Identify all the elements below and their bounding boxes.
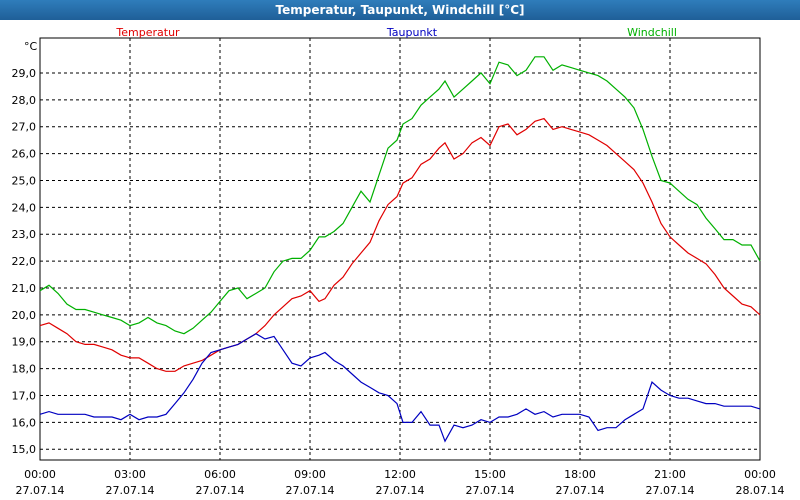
- y-axis-unit-label: °C: [24, 40, 38, 53]
- x-tick-time-label: 06:00: [204, 468, 236, 481]
- y-tick-label: 24,0: [12, 201, 37, 214]
- y-tick-label: 18,0: [12, 363, 37, 376]
- axes: °C: [24, 37, 761, 461]
- y-tick-label: 15,0: [12, 443, 37, 456]
- x-tick-date-label: 27.07.14: [466, 484, 515, 497]
- y-tick-label: 26,0: [12, 148, 37, 161]
- x-tick-date-label: 27.07.14: [196, 484, 245, 497]
- x-tick-time-label: 18:00: [564, 468, 596, 481]
- y-tick-label: 21,0: [12, 282, 37, 295]
- grid-lines: [40, 38, 760, 460]
- x-tick-time-label: 09:00: [294, 468, 326, 481]
- legend: Temperatur Taupunkt Windchill: [115, 26, 677, 39]
- chart-title: Temperatur, Taupunkt, Windchill [°C]: [0, 0, 800, 20]
- x-tick-time-label: 00:00: [744, 468, 776, 481]
- x-tick-time-label: 03:00: [114, 468, 146, 481]
- x-tick-date-label: 27.07.14: [16, 484, 65, 497]
- series-line-windchill: [39, 56, 761, 335]
- x-tick-date-label: 27.07.14: [106, 484, 155, 497]
- x-tick-date-label: 28.07.14: [736, 484, 785, 497]
- tick-labels: 15,0 16,0 17,0 18,0 19,0 20,0 21,0 22,0 23,0 24,0…: [12, 67, 785, 497]
- y-tick-label: 19,0: [12, 336, 37, 349]
- x-tick-date-label: 27.07.14: [376, 484, 425, 497]
- y-tick-label: 28,0: [12, 94, 37, 107]
- y-tick-label: 20,0: [12, 309, 37, 322]
- x-tick-time-label: 15:00: [474, 468, 506, 481]
- y-tick-label: 29,0: [12, 67, 37, 80]
- legend-taupunkt: Taupunkt: [386, 26, 438, 39]
- y-tick-label: 17,0: [12, 389, 37, 402]
- x-tick-time-label: 21:00: [654, 468, 686, 481]
- x-tick-time-label: 00:00: [24, 468, 56, 481]
- y-tick-label: 27,0: [12, 121, 37, 134]
- plot-frame: [39, 37, 761, 461]
- x-tick-date-label: 27.07.14: [646, 484, 695, 497]
- legend-windchill: Windchill: [627, 26, 677, 39]
- y-tick-label: 25,0: [12, 174, 37, 187]
- series-line-temperatur: [39, 117, 761, 372]
- y-tick-label: 16,0: [12, 416, 37, 429]
- x-tick-date-label: 27.07.14: [286, 484, 335, 497]
- y-tick-label: 22,0: [12, 255, 37, 268]
- x-tick-date-label: 27.07.14: [556, 484, 605, 497]
- series-line-taupunkt: [39, 333, 761, 443]
- legend-temperatur: Temperatur: [115, 26, 180, 39]
- data-series: [39, 56, 761, 443]
- y-tick-label: 23,0: [12, 228, 37, 241]
- x-tick-time-label: 12:00: [384, 468, 416, 481]
